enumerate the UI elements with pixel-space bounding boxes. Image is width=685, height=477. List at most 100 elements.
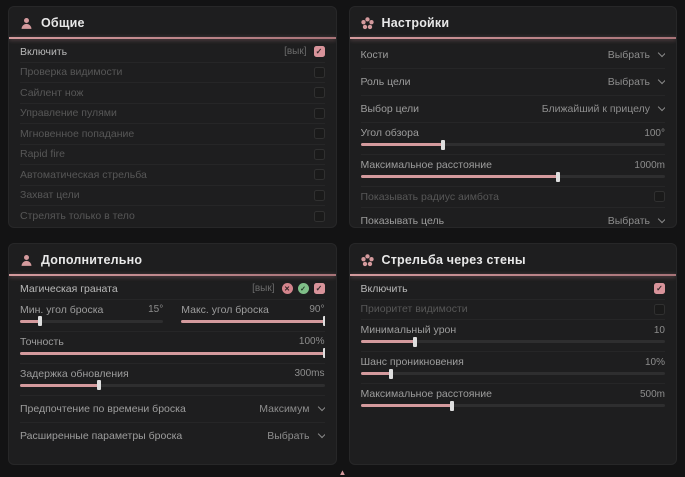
slider-value: 90° bbox=[309, 304, 325, 315]
setting-row-toggle: Показывать радиус аимбота bbox=[360, 187, 665, 208]
heart-icon[interactable]: ✓ bbox=[297, 283, 309, 295]
slider-handle[interactable] bbox=[38, 316, 43, 326]
slider-labels: Угол обзора 100° bbox=[361, 127, 666, 139]
slider-track[interactable] bbox=[360, 368, 665, 379]
slider-label: Макс. угол броска bbox=[181, 303, 269, 316]
row-controls bbox=[313, 128, 325, 140]
slider-value: 300ms bbox=[294, 368, 325, 379]
setting-label: Включить bbox=[360, 282, 408, 295]
slider-track[interactable] bbox=[20, 380, 325, 390]
dropdown-value: Выбрать bbox=[607, 49, 650, 61]
setting-label: Стрелять только в тело bbox=[20, 210, 135, 223]
slider-handle[interactable] bbox=[322, 348, 325, 358]
chevron-down-icon bbox=[657, 48, 665, 58]
slider-handle[interactable] bbox=[322, 316, 325, 326]
slider-handle[interactable] bbox=[97, 380, 102, 390]
setting-row-toggle: Магическая граната [вык] ✕ ✓ ✓ bbox=[20, 279, 325, 300]
setting-row-dropdown: Показывать цель Выбрать bbox=[361, 208, 665, 227]
hotkey-label: [вык] bbox=[284, 46, 307, 58]
checkbox[interactable]: ✓ bbox=[654, 283, 665, 295]
setting-row-toggle: Автоматическая стрельба bbox=[20, 165, 325, 186]
slider-track[interactable] bbox=[181, 316, 325, 326]
setting-row-toggle: Управление пулями bbox=[20, 104, 325, 124]
setting-row-slider-pair: Мин. угол броска 15° Макс. угол броска 90° bbox=[20, 300, 325, 332]
dropdown[interactable]: Выбрать bbox=[267, 429, 325, 442]
slider-labels: Шанс проникновения 10% bbox=[361, 356, 666, 368]
setting-row-toggle: Rapid fire bbox=[20, 145, 325, 165]
setting-row-toggle: Проверка видимости bbox=[20, 63, 325, 83]
setting-row-toggle: Стрелять только в тело bbox=[20, 206, 325, 227]
row-controls bbox=[313, 107, 325, 119]
slider-handle[interactable] bbox=[440, 139, 445, 150]
checkbox[interactable] bbox=[313, 128, 325, 140]
slider-track[interactable] bbox=[20, 348, 325, 358]
slider-handle[interactable] bbox=[388, 368, 393, 379]
dropdown-value: Выбрать bbox=[607, 215, 650, 227]
dropdown-value: Выбрать bbox=[607, 76, 650, 88]
slider-track[interactable] bbox=[20, 316, 164, 326]
row-controls bbox=[313, 87, 325, 99]
checkbox[interactable]: ✓ bbox=[313, 46, 325, 58]
panel-header: Дополнительно bbox=[20, 244, 325, 274]
checkbox[interactable] bbox=[313, 148, 325, 160]
setting-row-slider: Макс. угол броска 90° bbox=[181, 300, 325, 331]
checkbox[interactable]: ✓ bbox=[313, 283, 325, 295]
slider-track[interactable] bbox=[360, 400, 665, 411]
panel-rows: Магическая граната [вык] ✕ ✓ ✓ Мин. угол брос… bbox=[20, 276, 325, 450]
panel-header: Настройки bbox=[360, 7, 666, 37]
setting-label: Мгновенное попадание bbox=[20, 127, 135, 140]
setting-label: Управление пулями bbox=[20, 107, 117, 120]
slider-fill bbox=[360, 175, 559, 178]
header-accent-line bbox=[9, 37, 336, 39]
dropdown[interactable]: Выбрать bbox=[607, 214, 665, 227]
checkbox[interactable] bbox=[313, 169, 325, 181]
setting-row-dropdown: Расширенные параметры броска Выбрать bbox=[20, 423, 325, 450]
slider-value: 10% bbox=[644, 356, 665, 368]
scroll-up-indicator-icon: ▲ bbox=[338, 468, 347, 477]
checkbox[interactable] bbox=[313, 66, 325, 78]
setting-row-toggle: Приоритет видимости bbox=[360, 300, 665, 320]
slider-handle[interactable] bbox=[413, 336, 418, 347]
checkbox[interactable] bbox=[313, 107, 325, 119]
row-controls: [вык] ✕ ✓ ✓ bbox=[252, 283, 325, 295]
dropdown[interactable]: Ближайший к прицелу bbox=[542, 102, 665, 115]
slider-labels: Максимальное расстояние 1000m bbox=[361, 159, 666, 171]
setting-row-toggle: Сайлент нож bbox=[20, 83, 325, 104]
row-controls bbox=[313, 66, 325, 78]
heart-broken-icon[interactable]: ✕ bbox=[281, 283, 293, 295]
dropdown[interactable]: Выбрать bbox=[607, 75, 665, 88]
row-controls bbox=[313, 189, 325, 201]
slider-labels: Макс. угол броска 90° bbox=[181, 304, 324, 316]
slider-fill bbox=[360, 340, 416, 343]
header-accent-line bbox=[349, 37, 676, 39]
dropdown[interactable]: Выбрать bbox=[607, 48, 665, 61]
header-accent-line bbox=[349, 274, 676, 276]
checkbox[interactable] bbox=[654, 303, 665, 315]
slider-label: Задержка обновления bbox=[20, 367, 129, 380]
slider-handle[interactable] bbox=[556, 171, 561, 182]
chevron-down-icon bbox=[657, 75, 665, 85]
setting-row-slider: Минимальный урон 10 bbox=[360, 320, 665, 352]
flower-icon bbox=[360, 16, 374, 30]
checkbox[interactable] bbox=[313, 189, 325, 201]
slider-track[interactable] bbox=[360, 336, 665, 347]
slider-track[interactable] bbox=[360, 139, 665, 150]
slider-track[interactable] bbox=[360, 171, 665, 182]
row-controls bbox=[313, 210, 325, 222]
row-controls bbox=[313, 148, 325, 160]
setting-row-dropdown: Выбор цели Ближайший к прицелу bbox=[360, 96, 665, 123]
dropdown-value: Максимум bbox=[259, 402, 310, 415]
slider-fill bbox=[181, 319, 325, 323]
checkbox[interactable] bbox=[654, 191, 665, 203]
slider-fill bbox=[360, 143, 443, 146]
setting-label: Роль цели bbox=[360, 76, 411, 88]
slider-label: Минимальный урон bbox=[360, 324, 457, 336]
setting-row-slider: Задержка обновления 300ms bbox=[20, 364, 325, 396]
slider-handle[interactable] bbox=[449, 400, 454, 411]
slider-value: 1000m bbox=[634, 159, 665, 171]
checkbox[interactable] bbox=[313, 87, 325, 99]
setting-row-slider: Максимальное расстояние 1000m bbox=[360, 155, 666, 187]
dropdown[interactable]: Максимум bbox=[259, 402, 325, 415]
slider-label: Шанс проникновения bbox=[360, 356, 464, 368]
checkbox[interactable] bbox=[313, 210, 325, 222]
